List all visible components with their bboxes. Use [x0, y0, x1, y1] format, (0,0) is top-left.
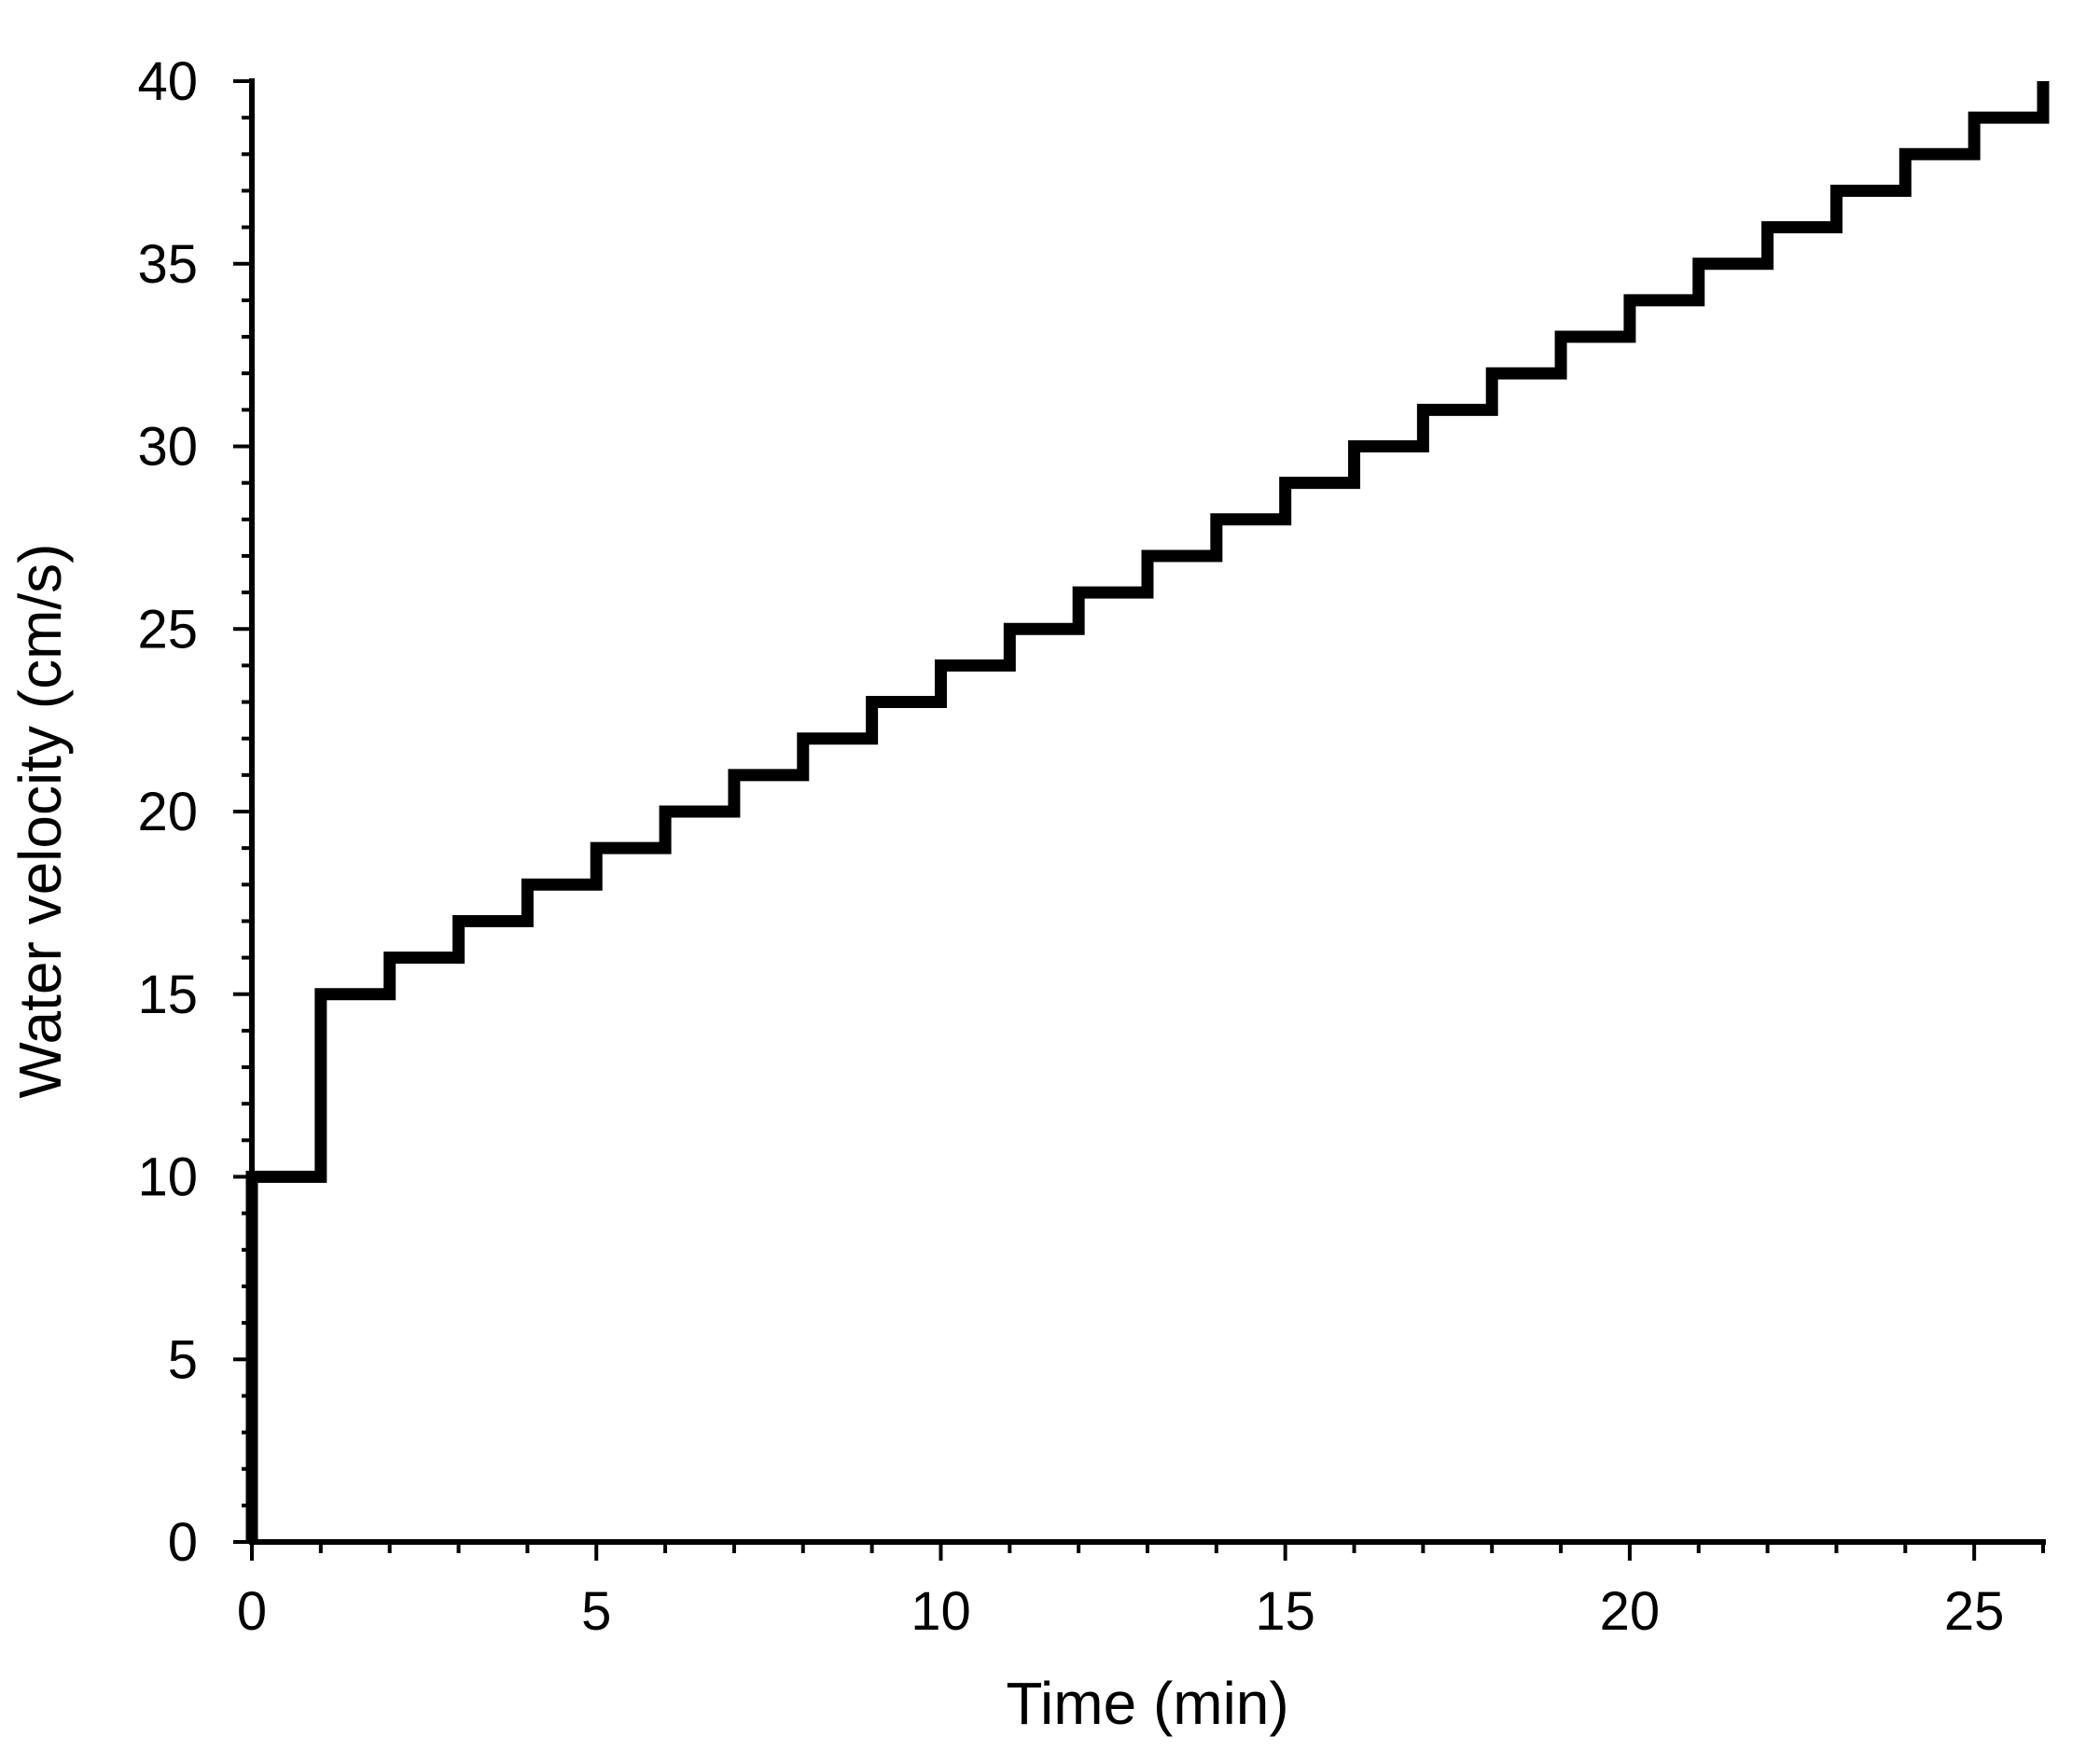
- y-tick-label: 5: [168, 1329, 198, 1390]
- y-tick-label: 10: [137, 1147, 198, 1208]
- y-tick-label: 40: [137, 51, 198, 112]
- y-tick-labels: 0 5 10 15 20 25 30 35 40: [137, 51, 198, 1573]
- x-tick-label: 15: [1255, 1581, 1315, 1642]
- x-tick-label: 20: [1600, 1581, 1661, 1642]
- series-step-line: [245, 81, 2050, 1542]
- y-tick-label: 15: [137, 965, 198, 1025]
- x-tick-label: 10: [911, 1581, 971, 1642]
- x-tick-labels: 0 5 10 15 20 25: [237, 1581, 2005, 1642]
- y-tick-label: 25: [137, 599, 198, 660]
- x-tick-label: 5: [581, 1581, 611, 1642]
- y-axis-label: Water velocity (cm/s): [7, 544, 74, 1099]
- y-tick-label: 35: [137, 234, 198, 295]
- x-axis-label: Time (min): [1006, 1670, 1288, 1737]
- x-tick-label: 0: [237, 1581, 267, 1642]
- y-tick-label: 0: [168, 1512, 198, 1573]
- x-tick-label: 25: [1944, 1581, 2005, 1642]
- y-tick-label: 20: [137, 782, 198, 842]
- y-tick-label: 30: [137, 417, 198, 478]
